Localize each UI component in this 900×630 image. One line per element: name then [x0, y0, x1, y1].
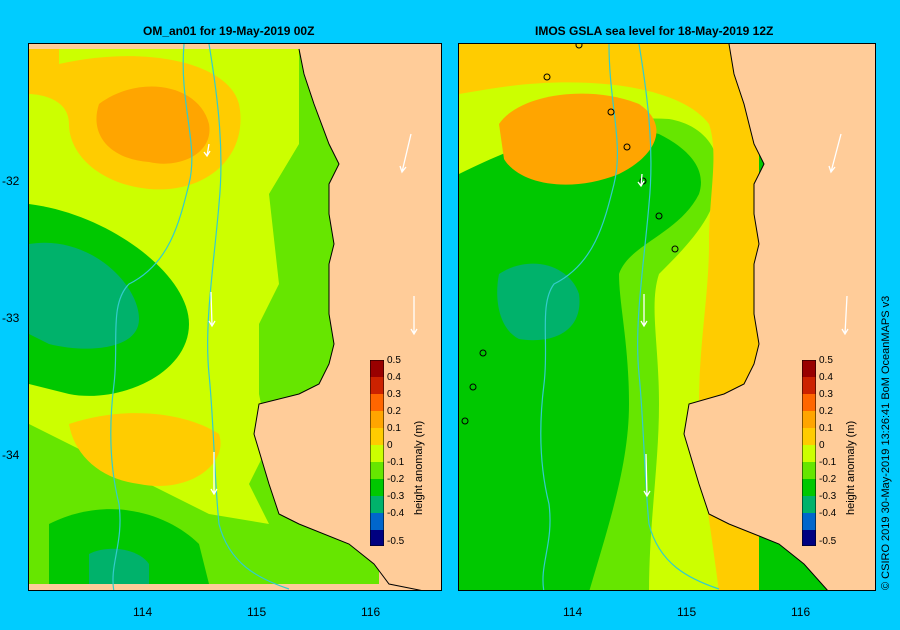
colorbar-right-tick-neg05: -0.5	[819, 536, 837, 547]
left-panel-title: OM_an01 for 19-May-2019 00Z	[143, 24, 315, 38]
colorbar-right-tick-neg04: -0.4	[819, 508, 837, 519]
colorbar-left-scale	[369, 359, 385, 547]
colorbar-left-tick-0: 0	[387, 440, 393, 451]
colorbar-right-scale	[801, 359, 817, 547]
left-map-panel	[28, 43, 442, 591]
colorbar-right-title: height anomaly (m)	[845, 420, 857, 515]
colorbar-right-tick-neg03: -0.3	[819, 491, 837, 502]
lon-label-114-left: 114	[133, 605, 153, 619]
colorbar-right-tick-02: 0.2	[819, 406, 833, 417]
colorbar-left-tick-neg05: -0.5	[387, 536, 405, 547]
current-arrows	[637, 133, 849, 498]
colorbar-right-tick-03: 0.3	[819, 389, 833, 400]
bathymetry-contour-outer	[540, 44, 619, 590]
bathymetry-contour-outer	[110, 44, 193, 590]
contour-level-neg025-west	[29, 242, 139, 349]
contour-level-015-south	[69, 413, 221, 486]
colorbar-left-title: height anomaly (m)	[413, 420, 425, 515]
lon-label-114-right: 114	[563, 605, 583, 619]
lat-label-32: -32	[2, 174, 20, 188]
lon-label-116-left: 116	[361, 605, 381, 619]
left-map	[29, 44, 441, 590]
colorbar-right-tick-04: 0.4	[819, 372, 833, 383]
observation-points	[461, 44, 679, 425]
colorbar-right-tick-05: 0.5	[819, 355, 833, 366]
current-arrows	[203, 133, 418, 496]
lat-label-34: -34	[2, 448, 20, 462]
coastline	[683, 44, 828, 590]
right-panel-title: IMOS GSLA sea level for 18-May-2019 12Z	[535, 24, 774, 38]
colorbar-right-tick-neg01: -0.1	[819, 457, 837, 468]
contour-level-neg025-south	[89, 548, 149, 584]
contour-level-neg025	[497, 263, 580, 341]
credit-text: © CSIRO 2019 30-May-2019 13:26:41 BoM Oc…	[880, 295, 892, 590]
lat-label-33: -33	[2, 311, 20, 325]
colorbar-right-tick-0: 0	[819, 440, 825, 451]
colorbar-left-tick-neg03: -0.3	[387, 491, 405, 502]
lon-label-115-left: 115	[247, 605, 267, 619]
colorbar-left-tick-neg01: -0.1	[387, 457, 405, 468]
bathymetry-contour-inner	[637, 44, 720, 590]
contour-level-025-north	[96, 86, 210, 164]
colorbar-left-tick-01: 0.1	[387, 423, 401, 434]
contour-level-015	[459, 44, 759, 590]
coastline	[253, 48, 422, 590]
lon-label-115-right: 115	[677, 605, 697, 619]
colorbar-left-tick-neg02: -0.2	[387, 474, 405, 485]
bathymetry-contour-inner	[207, 44, 290, 590]
contour-level-005	[459, 44, 759, 590]
lon-label-116-right: 116	[791, 605, 811, 619]
colorbar-left-tick-05: 0.5	[387, 355, 401, 366]
right-map	[459, 44, 875, 590]
colorbar-left-tick-neg04: -0.4	[387, 508, 405, 519]
colorbar-left-tick-02: 0.2	[387, 406, 401, 417]
colorbar-left-tick-04: 0.4	[387, 372, 401, 383]
colorbar-right-tick-neg02: -0.2	[819, 474, 837, 485]
colorbar-left	[369, 359, 385, 551]
colorbar-right	[801, 359, 817, 551]
colorbar-left-tick-03: 0.3	[387, 389, 401, 400]
right-map-panel	[458, 43, 876, 591]
colorbar-right-tick-01: 0.1	[819, 423, 833, 434]
